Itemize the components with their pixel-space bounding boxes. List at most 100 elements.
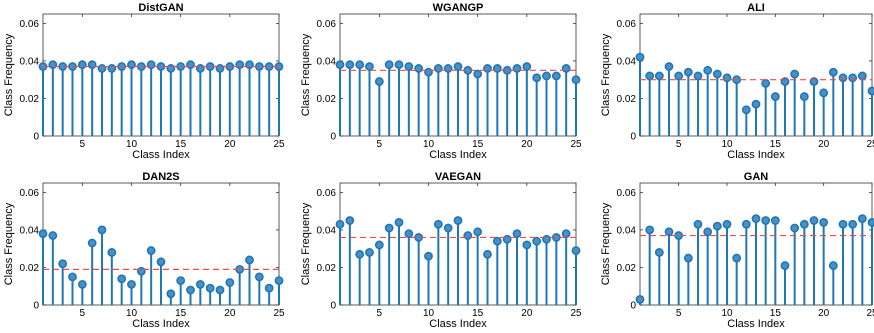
stem-marker [424, 251, 433, 261]
stem-marker [87, 238, 97, 248]
stem-marker [97, 225, 107, 235]
stem-marker [571, 246, 581, 255]
stem-marker [664, 62, 674, 71]
stem-marker [542, 71, 551, 81]
x-tick-label: 15 [770, 139, 782, 150]
chart-title: ALI [747, 2, 765, 14]
stem-marker [48, 231, 58, 240]
y-axis-label: Class Frequency [3, 202, 15, 285]
x-tick-label: 20 [224, 139, 236, 150]
x-tick-label: 25 [273, 139, 285, 150]
stem-marker [107, 248, 117, 257]
stem-marker [522, 62, 532, 71]
x-axis-label: Class Index [132, 318, 190, 330]
x-axis-label: Class Index [727, 149, 785, 161]
stem-marker [77, 279, 87, 289]
stem-marker [645, 71, 655, 81]
chart-panel-distgan: DistGAN 0 0.02 0.04 0.06 5 10 15 20 25 Class Index… [3, 2, 285, 161]
stem-marker [532, 73, 542, 83]
x-tick-label: 25 [866, 139, 874, 150]
stem-marker [790, 69, 800, 79]
stem-marker [156, 257, 166, 267]
x-tick-label: 15 [175, 308, 187, 319]
x-tick-label: 25 [570, 308, 582, 319]
stem-marker [384, 223, 394, 233]
stem-marker [483, 249, 492, 259]
stem-marker [492, 236, 502, 246]
stem-marker [117, 274, 127, 284]
chart-panel-ali: ALI 0 0.02 0.04 0.06 5 10 15 20 25 Class Index Clas… [600, 2, 874, 161]
stem-marker [741, 105, 751, 115]
stem-marker [335, 60, 345, 70]
stem-marker [166, 289, 176, 299]
stem-marker [453, 216, 463, 225]
y-tick-label: 0.06 [20, 188, 40, 199]
stem-marker [473, 227, 483, 237]
stem-marker [561, 64, 571, 73]
stem-marker [186, 60, 195, 70]
stem-marker [365, 62, 374, 71]
stem-marker [654, 71, 664, 81]
x-tick-label: 20 [818, 308, 830, 319]
stem-marker [542, 234, 551, 244]
stem-marker [374, 240, 384, 250]
stem-marker [195, 64, 205, 73]
stem-marker [254, 272, 264, 282]
y-axis-label: Class Frequency [3, 33, 15, 116]
x-tick-label: 5 [377, 308, 383, 319]
stem-marker [664, 227, 674, 237]
stem-marker [532, 236, 542, 246]
stem-marker [635, 52, 645, 62]
stem-marker [693, 219, 703, 229]
stem-marker [443, 223, 453, 233]
stem-marker [394, 218, 404, 227]
x-tick-label: 25 [866, 308, 874, 319]
x-axis-label: Class Index [727, 318, 785, 330]
stem-marker [365, 248, 374, 257]
stem-marker [751, 214, 761, 224]
stem-marker [683, 67, 693, 77]
stem-marker [274, 276, 284, 285]
stem-marker [225, 278, 235, 287]
stem-marker [809, 77, 819, 86]
y-tick-label: 0 [330, 301, 336, 312]
stem-marker [146, 60, 156, 70]
stem-marker [502, 234, 512, 244]
y-tick-label: 0 [630, 132, 636, 143]
stem-marker [512, 229, 522, 239]
x-tick-label: 5 [80, 139, 86, 150]
stem-marker [235, 60, 245, 70]
stem-marker [761, 79, 771, 88]
y-axis-label: Class Frequency [600, 33, 612, 116]
y-tick-label: 0.06 [617, 188, 637, 199]
stem-marker [107, 64, 117, 73]
stem-marker [857, 71, 867, 81]
stem-marker [867, 86, 874, 96]
y-tick-label: 0.02 [617, 94, 637, 105]
stem-marker [645, 225, 655, 235]
stem-marker [245, 60, 254, 70]
chart-title: WGANGP [433, 2, 484, 14]
y-axis-label: Class Frequency [600, 202, 612, 285]
stem-marker [828, 67, 838, 77]
stem-marker [761, 216, 771, 225]
stem-marker [703, 65, 713, 75]
y-tick-label: 0.02 [317, 263, 337, 274]
stem-marker [674, 71, 684, 81]
y-tick-label: 0.02 [20, 94, 40, 105]
stem-marker [205, 283, 215, 293]
stem-marker [374, 77, 384, 86]
y-tick-label: 0.06 [317, 188, 337, 199]
chart-title: VAEGAN [435, 171, 481, 183]
x-tick-label: 15 [175, 139, 187, 150]
stem-marker [683, 253, 693, 263]
stem-marker [512, 64, 522, 73]
x-tick-label: 20 [521, 139, 533, 150]
y-tick-label: 0 [630, 301, 636, 312]
stem-marker [394, 60, 404, 70]
chart-title: GAN [744, 171, 769, 183]
stem-marker [712, 221, 722, 231]
stem-marker [635, 294, 645, 304]
stem-marker [433, 64, 443, 73]
